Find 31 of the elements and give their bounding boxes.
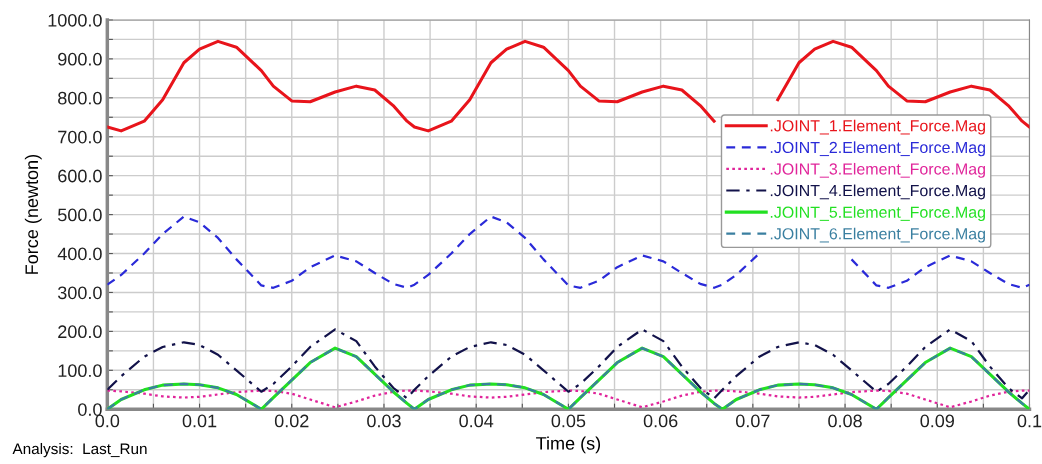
x-tick-label: 0.06	[643, 414, 678, 428]
legend-label: .JOINT_3.Element_Force.Mag	[770, 162, 985, 178]
legend-label: .JOINT_1.Element_Force.Mag	[770, 119, 985, 135]
text: Analysis: Last_Run	[12, 442, 147, 458]
x-tick-label: 0.09	[920, 414, 954, 428]
x-tick-label: 0.04	[459, 414, 494, 428]
x-tick-label: 0.03	[367, 414, 401, 428]
legend-label: .JOINT_6.Element_Force.Mag	[770, 227, 985, 243]
x-tick-label: 0.1	[1017, 414, 1042, 428]
y-tick-label: 700.0	[58, 130, 102, 144]
y-tick-label: 400.0	[57, 247, 102, 261]
y-tick-label: 100.0	[58, 364, 102, 378]
legend-label: .JOINT_2.Element_Force.Mag	[770, 141, 985, 157]
y-tick-label: 900.0	[58, 52, 102, 66]
x-tick-label: 0.02	[274, 414, 309, 428]
y-tick-label: 800.0	[58, 91, 102, 105]
legend-label: .JOINT_4.Element_Force.Mag	[770, 184, 985, 200]
y-tick-label: 200.0	[58, 325, 102, 339]
x-tick-label: 0.05	[551, 414, 586, 428]
y-axis-title: Force (newton)	[24, 155, 42, 274]
x-tick-label: 0.08	[828, 414, 862, 428]
y-tick-label: 600.0	[58, 169, 102, 183]
x-tick-label: 0.07	[735, 414, 770, 428]
x-tick-label: 0.01	[182, 414, 217, 428]
y-tick-label: 300.0	[57, 286, 102, 300]
legend-label: .JOINT_5.Element_Force.Mag	[770, 206, 985, 222]
y-tick-label: 1000.0	[48, 13, 102, 27]
x-axis-title: Time (s)	[536, 436, 601, 454]
y-tick-label: 0.0	[78, 403, 102, 416]
x-tick-label: 0.0	[95, 414, 120, 428]
y-tick-label: 500.0	[58, 208, 102, 222]
